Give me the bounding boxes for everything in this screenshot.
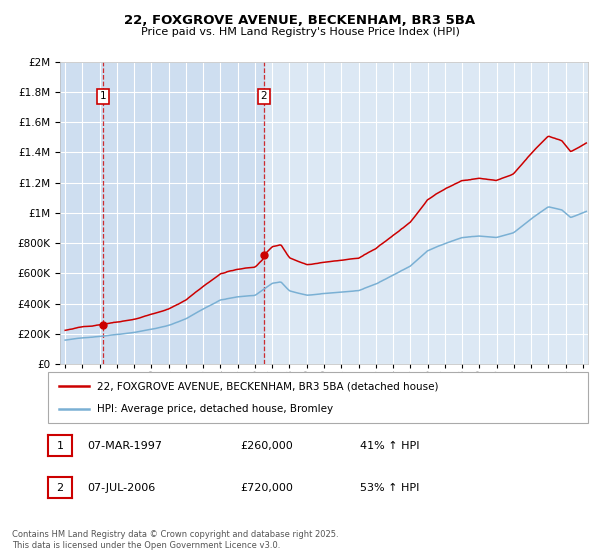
Text: Contains HM Land Registry data © Crown copyright and database right 2025.: Contains HM Land Registry data © Crown c…	[12, 530, 338, 539]
Text: 41% ↑ HPI: 41% ↑ HPI	[360, 441, 419, 451]
Text: 2: 2	[260, 91, 267, 101]
Text: HPI: Average price, detached house, Bromley: HPI: Average price, detached house, Brom…	[97, 404, 333, 414]
FancyBboxPatch shape	[48, 372, 588, 423]
Text: 1: 1	[56, 441, 64, 451]
Text: £260,000: £260,000	[240, 441, 293, 451]
Text: 22, FOXGROVE AVENUE, BECKENHAM, BR3 5BA: 22, FOXGROVE AVENUE, BECKENHAM, BR3 5BA	[124, 14, 476, 27]
Text: 07-JUL-2006: 07-JUL-2006	[87, 483, 155, 493]
Text: This data is licensed under the Open Government Licence v3.0.: This data is licensed under the Open Gov…	[12, 541, 280, 550]
Text: £720,000: £720,000	[240, 483, 293, 493]
Text: 2: 2	[56, 483, 64, 493]
Text: 53% ↑ HPI: 53% ↑ HPI	[360, 483, 419, 493]
Text: 07-MAR-1997: 07-MAR-1997	[87, 441, 162, 451]
Text: 1: 1	[100, 91, 106, 101]
Bar	[56, 62, 264, 364]
Text: Price paid vs. HM Land Registry's House Price Index (HPI): Price paid vs. HM Land Registry's House …	[140, 27, 460, 37]
Text: 22, FOXGROVE AVENUE, BECKENHAM, BR3 5BA (detached house): 22, FOXGROVE AVENUE, BECKENHAM, BR3 5BA …	[97, 381, 438, 391]
